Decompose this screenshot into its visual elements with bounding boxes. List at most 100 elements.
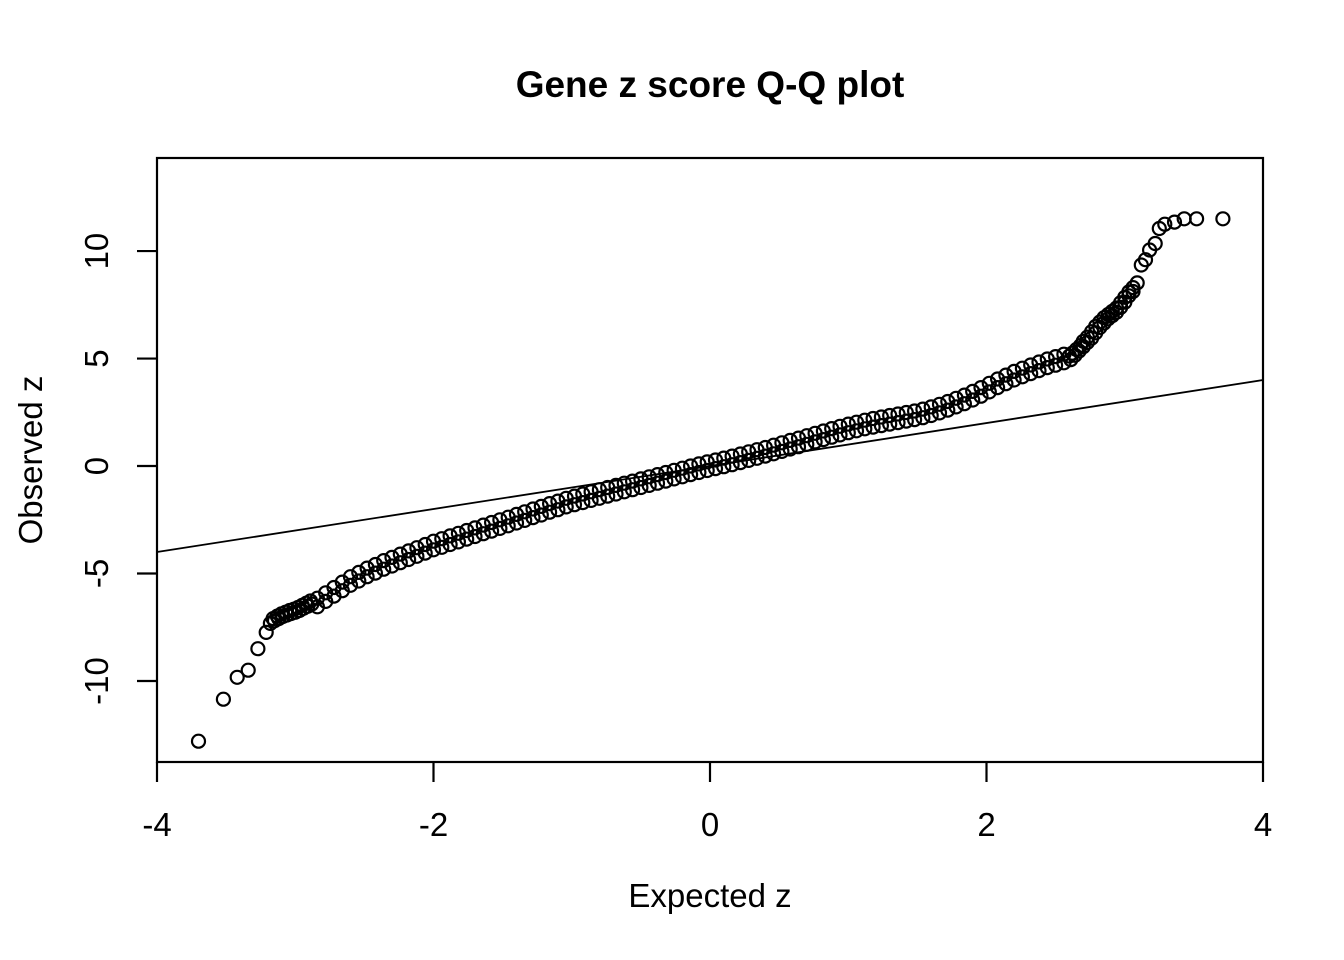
data-point xyxy=(1129,275,1145,291)
data-point xyxy=(401,551,417,568)
data-point xyxy=(865,419,881,435)
data-point xyxy=(956,387,973,403)
data-point xyxy=(484,523,500,539)
data-point xyxy=(359,569,375,585)
data-point xyxy=(1188,211,1205,227)
data-point xyxy=(392,555,408,571)
data-point xyxy=(915,410,931,426)
data-point xyxy=(973,380,989,396)
data-point xyxy=(190,733,207,749)
data-point xyxy=(367,565,383,581)
data-point xyxy=(342,577,359,593)
data-point xyxy=(1157,216,1173,232)
data-point xyxy=(215,691,231,707)
data-point xyxy=(824,429,840,445)
data-point xyxy=(508,515,525,531)
data-point xyxy=(591,490,608,506)
data-point xyxy=(956,396,973,412)
data-point xyxy=(716,459,732,475)
x-tick-label: 2 xyxy=(977,806,995,843)
data-point xyxy=(229,669,245,685)
data-point xyxy=(566,497,583,513)
data-point xyxy=(998,376,1014,392)
data-point xyxy=(1006,372,1022,388)
data-point xyxy=(782,441,798,457)
y-axis-label: Observed z xyxy=(12,376,49,545)
data-point xyxy=(707,461,724,477)
data-point xyxy=(832,427,848,443)
data-point xyxy=(633,479,649,496)
data-point xyxy=(724,457,740,473)
data-point xyxy=(774,443,790,459)
data-point xyxy=(940,402,956,418)
data-point xyxy=(765,446,782,462)
data-point xyxy=(790,439,807,455)
data-point xyxy=(533,507,549,523)
data-point xyxy=(641,477,657,493)
data-point xyxy=(616,484,632,500)
data-point xyxy=(699,462,715,479)
data-point xyxy=(923,407,939,424)
data-point xyxy=(898,413,914,429)
data-point xyxy=(525,509,541,526)
data-point xyxy=(467,528,483,545)
data-point xyxy=(351,564,367,581)
data-point xyxy=(550,502,566,518)
data-point xyxy=(417,545,433,561)
data-point xyxy=(425,542,442,558)
data-point xyxy=(691,464,707,481)
data-point xyxy=(1166,214,1183,230)
x-tick-label: -4 xyxy=(142,806,171,843)
data-point xyxy=(1014,369,1031,385)
data-point xyxy=(1137,252,1154,268)
data-point xyxy=(250,641,266,657)
data-point xyxy=(658,473,674,489)
data-point xyxy=(384,558,400,574)
data-point xyxy=(1039,360,1055,376)
data-point xyxy=(848,423,865,439)
data-point xyxy=(376,561,392,577)
data-point xyxy=(258,624,274,641)
data-point xyxy=(517,512,533,529)
data-point xyxy=(575,495,591,511)
data-point xyxy=(1121,288,1137,304)
data-point xyxy=(558,499,574,515)
x-tick-label: 4 xyxy=(1254,806,1272,843)
x-tick-label: -2 xyxy=(419,806,448,843)
data-point xyxy=(492,520,508,537)
data-point xyxy=(857,421,873,437)
y-tick-label: -5 xyxy=(78,559,115,588)
data-point xyxy=(948,399,964,415)
data-point xyxy=(1064,345,1080,361)
data-point xyxy=(342,569,359,585)
data-point xyxy=(1031,363,1047,379)
reference-line xyxy=(156,379,1264,553)
data-point xyxy=(434,539,450,555)
data-point xyxy=(906,412,923,428)
y-tick-label: -10 xyxy=(78,657,115,705)
data-point xyxy=(409,548,425,564)
data-point xyxy=(450,534,466,550)
data-point xyxy=(965,392,981,408)
data-point xyxy=(1092,319,1108,335)
data-point xyxy=(624,482,641,498)
x-tick-label: 0 xyxy=(701,806,719,843)
data-point xyxy=(1047,357,1064,373)
data-point xyxy=(931,405,948,421)
data-point xyxy=(442,536,458,553)
data-point xyxy=(475,526,491,542)
y-tick-label: 0 xyxy=(78,457,115,475)
data-point xyxy=(583,492,599,508)
chart-title: Gene z score Q-Q plot xyxy=(516,64,905,105)
data-point xyxy=(359,560,375,576)
data-point xyxy=(1071,343,1087,359)
y-tick-label: 10 xyxy=(78,233,115,270)
data-point xyxy=(973,388,989,404)
data-point xyxy=(989,371,1006,387)
data-point xyxy=(1079,334,1096,350)
data-point xyxy=(240,662,256,678)
data-point xyxy=(998,367,1014,383)
data-point xyxy=(981,375,997,391)
